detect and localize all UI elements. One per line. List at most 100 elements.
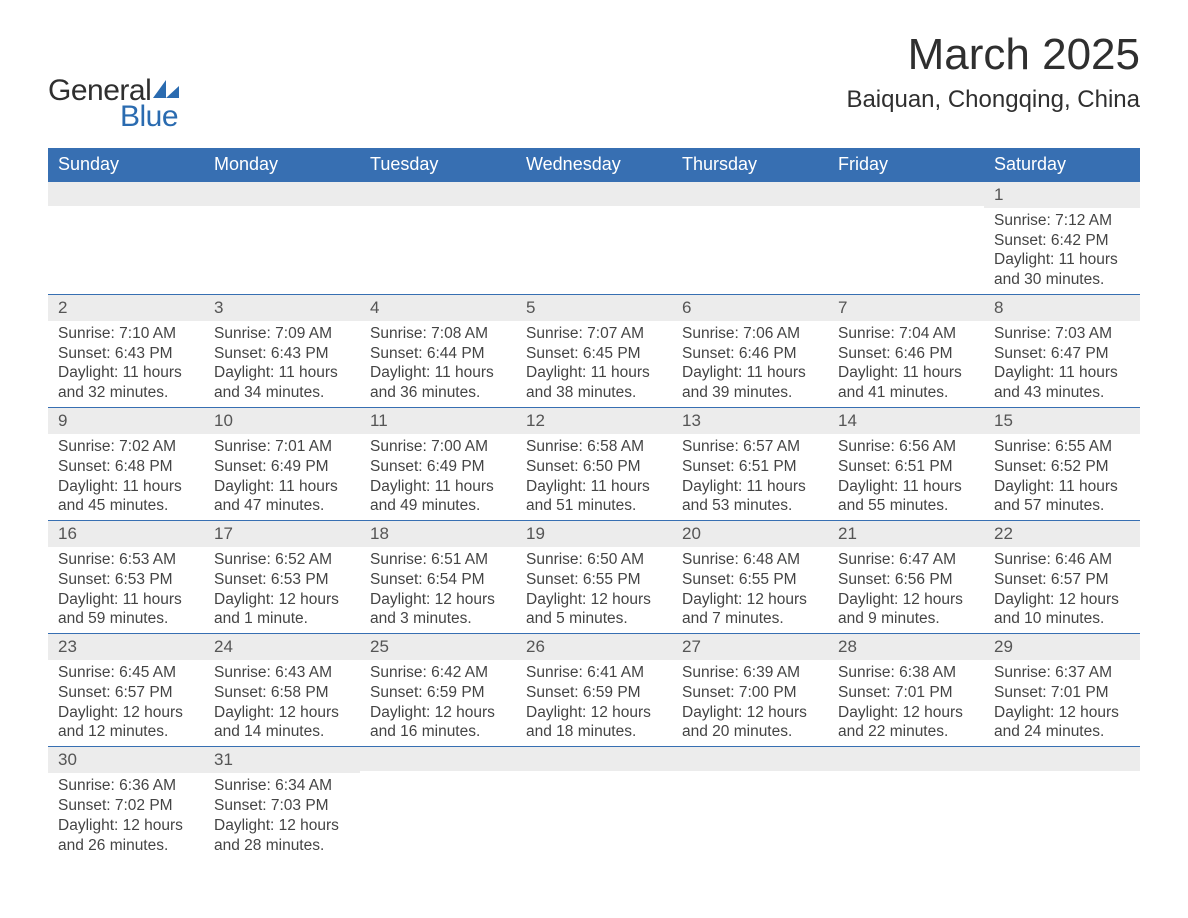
daylight-text-1: Daylight: 11 hours xyxy=(838,477,974,497)
weekday-header: Wednesday xyxy=(516,148,672,181)
calendar-cell: 7Sunrise: 7:04 AMSunset: 6:46 PMDaylight… xyxy=(828,294,984,407)
day-details: Sunrise: 6:48 AMSunset: 6:55 PMDaylight:… xyxy=(672,547,828,633)
day-number: 11 xyxy=(360,407,516,434)
day-details: Sunrise: 6:38 AMSunset: 7:01 PMDaylight:… xyxy=(828,660,984,746)
sunrise-text: Sunrise: 6:55 AM xyxy=(994,437,1130,457)
sunrise-text: Sunrise: 6:43 AM xyxy=(214,663,350,683)
day-number: 12 xyxy=(516,407,672,434)
day-number: 16 xyxy=(48,520,204,547)
day-details: Sunrise: 7:04 AMSunset: 6:46 PMDaylight:… xyxy=(828,321,984,407)
daylight-text-2: and 36 minutes. xyxy=(370,383,506,403)
calendar-cell: 13Sunrise: 6:57 AMSunset: 6:51 PMDayligh… xyxy=(672,407,828,520)
day-number: 10 xyxy=(204,407,360,434)
daylight-text-1: Daylight: 11 hours xyxy=(214,477,350,497)
calendar-cell: 30Sunrise: 6:36 AMSunset: 7:02 PMDayligh… xyxy=(48,746,204,859)
sunrise-text: Sunrise: 7:01 AM xyxy=(214,437,350,457)
calendar-cell: 16Sunrise: 6:53 AMSunset: 6:53 PMDayligh… xyxy=(48,520,204,633)
sunset-text: Sunset: 7:02 PM xyxy=(58,796,194,816)
daylight-text-2: and 34 minutes. xyxy=(214,383,350,403)
daylight-text-1: Daylight: 12 hours xyxy=(214,816,350,836)
day-number: 18 xyxy=(360,520,516,547)
sunrise-text: Sunrise: 6:38 AM xyxy=(838,663,974,683)
empty-day-bar xyxy=(204,181,360,206)
calendar-cell xyxy=(360,746,516,859)
sunset-text: Sunset: 6:54 PM xyxy=(370,570,506,590)
calendar-cell xyxy=(672,181,828,294)
day-details: Sunrise: 6:55 AMSunset: 6:52 PMDaylight:… xyxy=(984,434,1140,520)
weekday-header: Thursday xyxy=(672,148,828,181)
sunrise-text: Sunrise: 7:06 AM xyxy=(682,324,818,344)
empty-day-bar xyxy=(516,746,672,771)
daylight-text-2: and 55 minutes. xyxy=(838,496,974,516)
day-number: 31 xyxy=(204,746,360,773)
calendar-cell xyxy=(984,746,1140,859)
sunset-text: Sunset: 6:55 PM xyxy=(526,570,662,590)
day-details: Sunrise: 7:00 AMSunset: 6:49 PMDaylight:… xyxy=(360,434,516,520)
day-number: 28 xyxy=(828,633,984,660)
calendar-cell: 20Sunrise: 6:48 AMSunset: 6:55 PMDayligh… xyxy=(672,520,828,633)
sunrise-text: Sunrise: 7:09 AM xyxy=(214,324,350,344)
sunrise-text: Sunrise: 7:03 AM xyxy=(994,324,1130,344)
daylight-text-2: and 1 minute. xyxy=(214,609,350,629)
calendar-cell: 8Sunrise: 7:03 AMSunset: 6:47 PMDaylight… xyxy=(984,294,1140,407)
day-details: Sunrise: 6:45 AMSunset: 6:57 PMDaylight:… xyxy=(48,660,204,746)
calendar-cell: 25Sunrise: 6:42 AMSunset: 6:59 PMDayligh… xyxy=(360,633,516,746)
sunset-text: Sunset: 6:45 PM xyxy=(526,344,662,364)
sunrise-text: Sunrise: 7:02 AM xyxy=(58,437,194,457)
daylight-text-2: and 20 minutes. xyxy=(682,722,818,742)
sunrise-text: Sunrise: 6:36 AM xyxy=(58,776,194,796)
daylight-text-1: Daylight: 11 hours xyxy=(370,477,506,497)
daylight-text-2: and 39 minutes. xyxy=(682,383,818,403)
daylight-text-1: Daylight: 11 hours xyxy=(526,363,662,383)
day-details: Sunrise: 7:10 AMSunset: 6:43 PMDaylight:… xyxy=(48,321,204,407)
daylight-text-2: and 5 minutes. xyxy=(526,609,662,629)
calendar-cell: 24Sunrise: 6:43 AMSunset: 6:58 PMDayligh… xyxy=(204,633,360,746)
day-details: Sunrise: 6:42 AMSunset: 6:59 PMDaylight:… xyxy=(360,660,516,746)
daylight-text-1: Daylight: 12 hours xyxy=(994,590,1130,610)
daylight-text-1: Daylight: 11 hours xyxy=(58,590,194,610)
day-details: Sunrise: 6:57 AMSunset: 6:51 PMDaylight:… xyxy=(672,434,828,520)
calendar-cell: 18Sunrise: 6:51 AMSunset: 6:54 PMDayligh… xyxy=(360,520,516,633)
day-number: 7 xyxy=(828,294,984,321)
daylight-text-1: Daylight: 12 hours xyxy=(58,703,194,723)
header: General Blue March 2025 Baiquan, Chongqi… xyxy=(48,30,1140,134)
calendar-cell xyxy=(360,181,516,294)
empty-day-bar xyxy=(48,181,204,206)
sunset-text: Sunset: 6:51 PM xyxy=(682,457,818,477)
day-number: 30 xyxy=(48,746,204,773)
calendar-cell: 23Sunrise: 6:45 AMSunset: 6:57 PMDayligh… xyxy=(48,633,204,746)
empty-day-bar xyxy=(360,181,516,206)
day-details: Sunrise: 7:12 AMSunset: 6:42 PMDaylight:… xyxy=(984,208,1140,294)
daylight-text-1: Daylight: 11 hours xyxy=(838,363,974,383)
empty-day-bar xyxy=(984,746,1140,771)
daylight-text-2: and 10 minutes. xyxy=(994,609,1130,629)
sunrise-text: Sunrise: 7:08 AM xyxy=(370,324,506,344)
calendar-cell: 3Sunrise: 7:09 AMSunset: 6:43 PMDaylight… xyxy=(204,294,360,407)
daylight-text-2: and 49 minutes. xyxy=(370,496,506,516)
sunset-text: Sunset: 6:50 PM xyxy=(526,457,662,477)
day-number: 1 xyxy=(984,181,1140,208)
calendar-cell: 29Sunrise: 6:37 AMSunset: 7:01 PMDayligh… xyxy=(984,633,1140,746)
day-number: 22 xyxy=(984,520,1140,547)
sunset-text: Sunset: 7:03 PM xyxy=(214,796,350,816)
weekday-header: Saturday xyxy=(984,148,1140,181)
sunrise-text: Sunrise: 7:10 AM xyxy=(58,324,194,344)
day-number: 4 xyxy=(360,294,516,321)
sunrise-text: Sunrise: 6:53 AM xyxy=(58,550,194,570)
sunrise-text: Sunrise: 6:42 AM xyxy=(370,663,506,683)
daylight-text-1: Daylight: 12 hours xyxy=(370,703,506,723)
calendar-cell: 26Sunrise: 6:41 AMSunset: 6:59 PMDayligh… xyxy=(516,633,672,746)
sunrise-text: Sunrise: 7:04 AM xyxy=(838,324,974,344)
daylight-text-1: Daylight: 11 hours xyxy=(994,250,1130,270)
day-number: 5 xyxy=(516,294,672,321)
sunset-text: Sunset: 6:57 PM xyxy=(994,570,1130,590)
day-details: Sunrise: 6:47 AMSunset: 6:56 PMDaylight:… xyxy=(828,547,984,633)
day-details: Sunrise: 7:09 AMSunset: 6:43 PMDaylight:… xyxy=(204,321,360,407)
daylight-text-2: and 51 minutes. xyxy=(526,496,662,516)
sunrise-text: Sunrise: 7:07 AM xyxy=(526,324,662,344)
calendar-cell: 1Sunrise: 7:12 AMSunset: 6:42 PMDaylight… xyxy=(984,181,1140,294)
daylight-text-2: and 38 minutes. xyxy=(526,383,662,403)
day-details: Sunrise: 6:50 AMSunset: 6:55 PMDaylight:… xyxy=(516,547,672,633)
title-block: March 2025 Baiquan, Chongqing, China xyxy=(846,30,1140,114)
weekday-header-row: SundayMondayTuesdayWednesdayThursdayFrid… xyxy=(48,148,1140,181)
